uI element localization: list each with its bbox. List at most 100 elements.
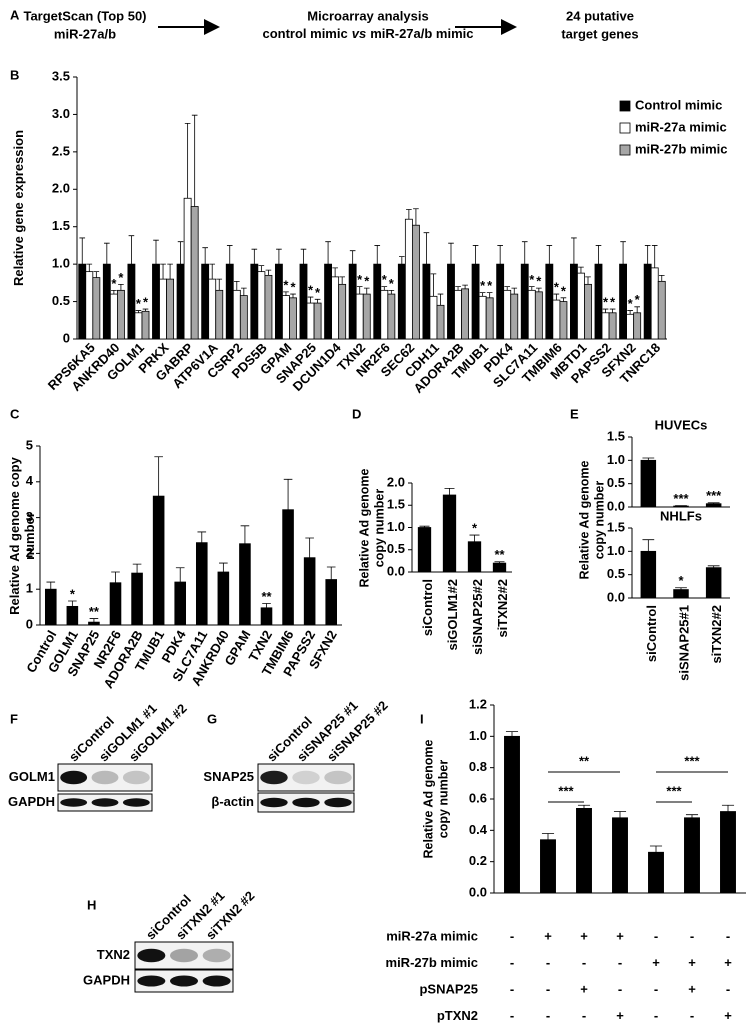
significance: * xyxy=(118,270,124,285)
blot-row-label: TXN2 xyxy=(97,947,130,962)
bar xyxy=(640,550,657,599)
bar xyxy=(626,313,635,340)
blot-row-label: SNAP25 xyxy=(203,769,254,784)
bar xyxy=(633,312,642,340)
y-tick-label: 2 xyxy=(26,545,33,560)
condition-label: pSNAP25 xyxy=(419,981,478,996)
bar xyxy=(134,312,143,340)
significance: * xyxy=(472,521,478,536)
condition-value: - xyxy=(510,981,514,996)
error-bar xyxy=(685,814,699,818)
x-tick-label: siGOLM1#2 xyxy=(445,579,460,651)
blot-band xyxy=(122,770,150,785)
error-bar xyxy=(233,280,240,291)
y-axis-label: Relative Ad genome copy number xyxy=(421,739,450,859)
significance: * xyxy=(308,283,314,298)
bar xyxy=(260,607,273,626)
error-bar xyxy=(541,833,555,840)
blot-band xyxy=(292,770,320,785)
significance: * xyxy=(143,294,149,309)
bar xyxy=(576,808,592,894)
bar xyxy=(338,283,347,340)
error-bar xyxy=(381,286,388,291)
error-bar xyxy=(283,478,293,510)
condition-value: + xyxy=(724,955,732,970)
blot-band xyxy=(137,975,166,987)
blot-band xyxy=(202,948,231,963)
significance: * xyxy=(70,586,76,601)
error-bar xyxy=(578,266,584,274)
bar xyxy=(303,557,316,626)
significance: * xyxy=(610,294,616,309)
error-bar xyxy=(160,263,166,280)
error-bar xyxy=(658,274,665,282)
bar xyxy=(225,263,234,340)
bar xyxy=(705,567,722,599)
y-tick-label: 1.5 xyxy=(607,519,625,534)
blot-row-label: β-actin xyxy=(211,794,254,809)
bar xyxy=(397,263,406,340)
error-bar xyxy=(511,287,518,295)
y-axis-label: Relative Ad genome copy number xyxy=(577,460,606,580)
significance: * xyxy=(628,296,634,311)
error-bar xyxy=(356,286,363,295)
bar xyxy=(232,289,241,340)
blot-band xyxy=(324,797,352,808)
error-bar xyxy=(111,571,120,583)
condition-value: - xyxy=(618,981,622,996)
error-bar xyxy=(191,114,198,207)
bar xyxy=(510,293,519,340)
bar xyxy=(540,839,556,894)
x-tick-label: siSNAP25#1 xyxy=(676,605,691,681)
panel-label: G xyxy=(207,711,217,726)
error-bar xyxy=(283,291,289,296)
y-tick-label: 0.0 xyxy=(469,884,487,899)
y-tick-label: 1.2 xyxy=(469,696,487,711)
error-bar xyxy=(479,292,486,297)
bar xyxy=(274,263,283,340)
bar xyxy=(215,289,224,340)
significance: * xyxy=(635,292,641,307)
significance: * xyxy=(136,296,142,311)
bar xyxy=(195,542,208,626)
error-bar xyxy=(46,581,56,590)
significance: * xyxy=(678,573,684,588)
y-tick-label: 1.5 xyxy=(52,218,70,233)
y-tick-label: 0.5 xyxy=(387,541,405,556)
error-bar xyxy=(651,245,658,268)
error-bar xyxy=(86,263,93,272)
flow-text: Microarray analysis xyxy=(307,8,428,23)
y-tick-label: 2.5 xyxy=(52,143,70,158)
condition-value: - xyxy=(726,981,730,996)
error-bar xyxy=(118,283,124,291)
error-bar xyxy=(388,289,395,295)
error-bar xyxy=(104,242,110,265)
error-bar xyxy=(153,239,159,265)
error-bar xyxy=(486,292,493,298)
bar xyxy=(650,267,659,340)
error-bar xyxy=(721,804,735,812)
panel-label: D xyxy=(352,406,361,421)
bar xyxy=(102,263,111,340)
y-tick-label: 1.0 xyxy=(469,728,487,743)
error-bar xyxy=(620,241,626,265)
condition-value: + xyxy=(652,955,660,970)
y-tick-label: 1.5 xyxy=(607,428,625,443)
significance: * xyxy=(480,278,486,293)
bar xyxy=(201,263,210,340)
bar xyxy=(109,582,122,626)
condition-value: + xyxy=(544,928,552,943)
bar xyxy=(520,263,529,340)
significance: ** xyxy=(89,604,100,619)
legend-swatch xyxy=(619,144,631,156)
blot-band xyxy=(324,770,352,785)
condition-value: - xyxy=(510,955,514,970)
error-bar xyxy=(307,296,314,304)
panel-label: H xyxy=(87,897,96,912)
error-bar xyxy=(609,308,616,313)
legend-label: miR-27b mimic xyxy=(635,141,727,156)
condition-value: - xyxy=(654,1008,658,1023)
error-bar xyxy=(68,600,77,607)
significance: *** xyxy=(558,783,574,798)
